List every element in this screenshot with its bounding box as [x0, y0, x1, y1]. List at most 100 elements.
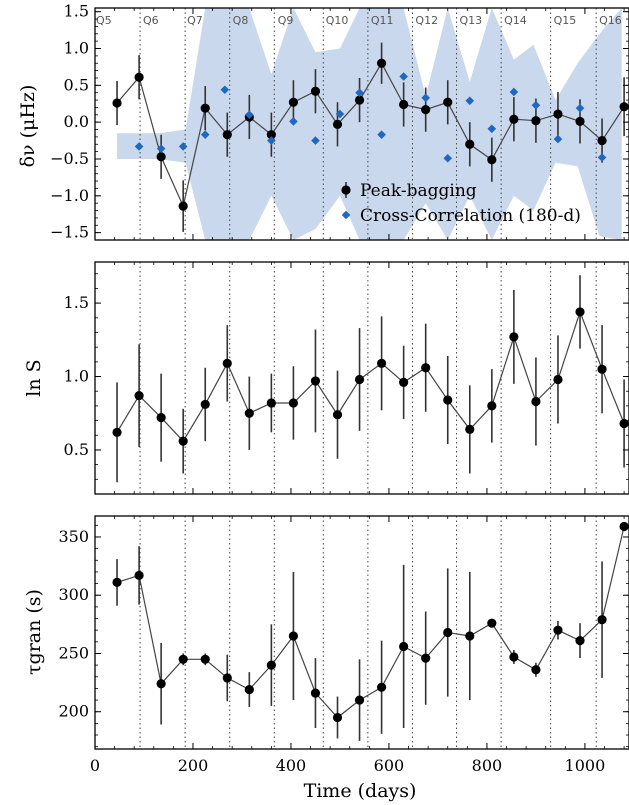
cc-data-point	[134, 142, 144, 151]
y-tick-label: −1.0	[50, 186, 89, 205]
panel1-ylabel: δν (μHz)	[17, 85, 39, 168]
data-point	[597, 364, 607, 374]
quarter-label: Q9	[278, 14, 294, 27]
cc-data-point	[487, 124, 497, 134]
quarter-label: Q10	[326, 14, 349, 27]
x-tick-label: 600	[374, 756, 405, 775]
data-point	[156, 413, 166, 423]
data-point	[310, 86, 321, 96]
panel2-plot-area	[116, 262, 625, 494]
data-point	[354, 95, 365, 105]
data-point	[354, 695, 365, 705]
data-point	[399, 99, 409, 110]
data-point	[509, 652, 519, 662]
data-point	[112, 577, 122, 588]
data-point	[465, 631, 475, 641]
panel3-plot-area	[116, 516, 625, 749]
data-point	[266, 398, 276, 408]
quarter-label: Q12	[415, 14, 438, 27]
data-point	[112, 427, 122, 437]
data-point	[619, 521, 629, 532]
data-point	[487, 155, 497, 165]
cc-data-point	[575, 103, 585, 113]
x-axis-title: Time (days)	[304, 780, 417, 802]
data-point	[112, 98, 122, 108]
cc-data-point	[597, 153, 607, 162]
cc-data-point	[245, 110, 254, 120]
data-point	[310, 376, 321, 386]
data-point	[332, 712, 343, 723]
panel3-frame	[94, 515, 629, 750]
y-tick-label: 250	[58, 643, 89, 662]
data-point	[200, 654, 210, 664]
quarter-label: Q13	[460, 14, 483, 27]
y-tick-label: 200	[58, 702, 89, 721]
data-point	[553, 109, 563, 119]
data-point	[575, 636, 585, 646]
data-point	[354, 374, 365, 385]
data-point	[399, 377, 409, 388]
y-tick-label: 350	[58, 527, 89, 546]
data-point	[509, 332, 519, 342]
panel1-frame	[94, 7, 629, 241]
data-point	[288, 631, 299, 641]
quarter-label: Q5	[96, 14, 112, 27]
data-point	[553, 374, 563, 385]
panel2-ylabel: ln S	[23, 359, 45, 396]
data-point	[443, 395, 453, 405]
data-point	[487, 401, 497, 411]
data-point	[575, 307, 585, 317]
cc-data-point	[156, 144, 166, 153]
data-point	[222, 130, 232, 140]
quarter-label: Q14	[504, 14, 527, 27]
quarter-label: Q15	[554, 14, 577, 27]
data-point	[421, 363, 431, 373]
x-tick-label: 400	[276, 756, 307, 775]
data-point	[465, 139, 475, 149]
quarter-label: Q16	[599, 14, 622, 27]
series-line	[116, 310, 625, 443]
data-point	[266, 660, 276, 670]
y-tick-label: 1.0	[64, 367, 89, 386]
y-tick-label: −0.5	[50, 149, 89, 168]
legend-marker-circle	[341, 185, 351, 195]
data-point	[178, 654, 188, 664]
data-point	[222, 358, 232, 368]
cc-data-point	[311, 136, 320, 145]
data-point	[244, 408, 254, 418]
data-point	[332, 410, 343, 420]
data-point	[421, 105, 431, 115]
data-point	[553, 625, 563, 635]
quarter-label: Q7	[187, 14, 203, 27]
x-tick-label: 200	[178, 756, 209, 775]
data-point	[376, 358, 387, 368]
data-point	[266, 130, 276, 140]
cc-data-point	[421, 93, 430, 103]
data-point	[376, 682, 387, 692]
cc-data-point	[289, 117, 298, 126]
data-point	[443, 627, 453, 638]
data-point	[399, 641, 409, 652]
quarter-label: Q8	[233, 14, 249, 27]
x-tick-label: 1000	[565, 756, 606, 775]
data-point	[200, 103, 210, 113]
data-point	[421, 653, 431, 663]
data-point	[134, 391, 144, 401]
y-tick-label: 300	[58, 585, 89, 604]
data-point	[288, 97, 299, 107]
data-point	[222, 673, 232, 683]
cc-data-point	[399, 72, 408, 81]
data-point	[531, 396, 541, 407]
data-point	[178, 201, 188, 211]
data-point	[156, 679, 166, 689]
data-point	[465, 424, 475, 434]
data-point	[575, 116, 585, 127]
data-point	[332, 119, 343, 129]
data-point	[156, 152, 166, 162]
y-tick-label: −1.5	[50, 223, 89, 242]
cc-data-point	[355, 88, 364, 97]
data-point	[597, 135, 607, 146]
data-point	[487, 618, 497, 628]
data-point	[134, 570, 144, 581]
data-point	[134, 72, 144, 82]
